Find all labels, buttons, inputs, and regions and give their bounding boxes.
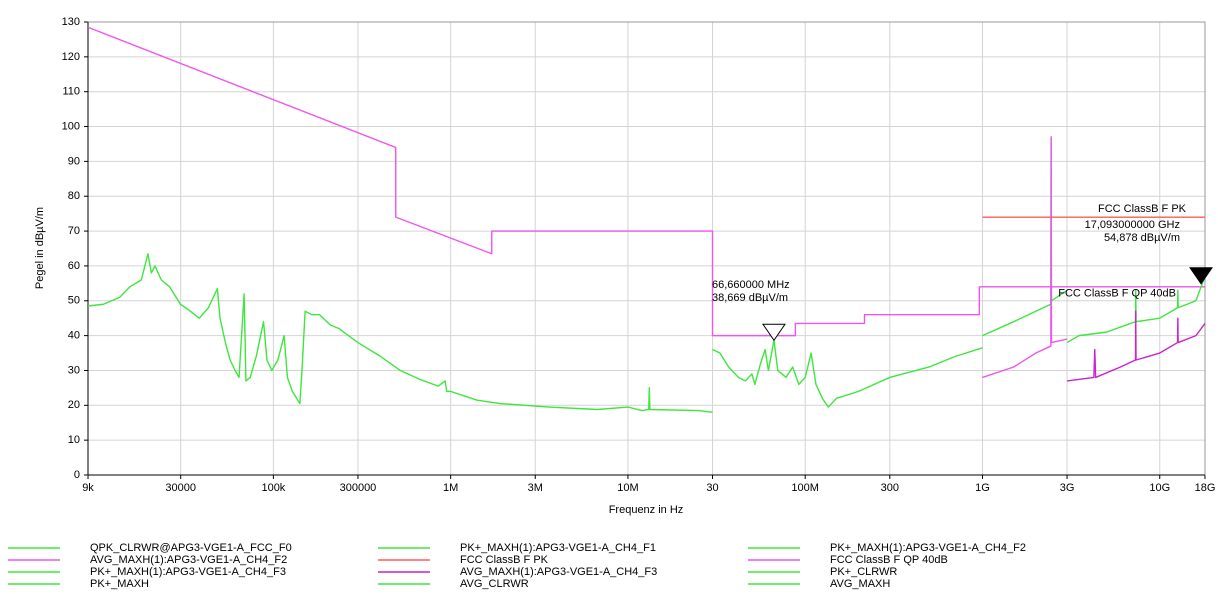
limit-label: FCC ClassB F QP 40dB (1058, 288, 1176, 300)
y-tick-label: 30 (68, 364, 80, 376)
x-tick-label: 30000 (165, 482, 196, 494)
legend-label: AVG_MAXH(1):APG3-VGE1-A_CH4_F3 (460, 566, 657, 578)
y-tick-label: 80 (68, 190, 80, 202)
series-line (712, 339, 983, 408)
y-tick-label: 60 (68, 260, 80, 272)
limit-label: FCC ClassB F PK (1098, 203, 1187, 215)
x-tick-label: 18G (1195, 482, 1216, 494)
legend-label: QPK_CLRWR@APG3-VGE1-A_FCC_F0 (90, 542, 292, 554)
marker-frequency: 17,093000000 GHz (1085, 219, 1180, 231)
legend-label: PK+_MAXH(1):APG3-VGE1-A_CH4_F2 (830, 542, 1026, 554)
x-tick-label: 300 (881, 482, 899, 494)
x-tick-label: 9k (82, 482, 94, 494)
series-line (982, 136, 1068, 337)
legend-label: AVG_MAXH (830, 578, 890, 590)
marker-frequency: 66,660000 MHz (712, 279, 790, 291)
y-tick-label: 100 (62, 120, 80, 132)
series-line (87, 26, 1205, 337)
x-tick-label: 1G (975, 482, 990, 494)
legend-label: FCC ClassB F PK (460, 554, 549, 566)
y-tick-label: 120 (62, 51, 80, 63)
x-tick-label: 300000 (340, 482, 377, 494)
series-line (1066, 276, 1206, 344)
series-line (1066, 310, 1206, 382)
y-tick-label: 0 (74, 469, 80, 481)
y-tick-label: 70 (68, 225, 80, 237)
y-tick-label: 10 (68, 434, 80, 446)
y-tick-label: 40 (68, 330, 80, 342)
legend-label: PK+_MAXH(1):APG3-VGE1-A_CH4_F3 (90, 566, 286, 578)
x-tick-label: 10M (617, 482, 638, 494)
y-tick-label: 130 (62, 16, 80, 28)
marker (1189, 267, 1213, 285)
x-tick-label: 3G (1060, 482, 1075, 494)
marker-level: 54,878 dBµV/m (1104, 232, 1180, 244)
x-tick-label: 100M (791, 482, 819, 494)
marker-level: 38,669 dBµV/m (712, 292, 788, 304)
y-axis-title: Pegel in dBµV/m (34, 207, 46, 289)
legend-label: AVG_CLRWR (460, 578, 529, 590)
x-tick-label: 100k (261, 482, 285, 494)
legend-label: PK+_MAXH (90, 578, 149, 590)
x-tick-label: 3M (528, 482, 543, 494)
y-tick-label: 20 (68, 399, 80, 411)
x-axis-title: Frequenz in Hz (609, 504, 684, 516)
y-tick-label: 110 (62, 86, 80, 98)
y-tick-label: 50 (68, 295, 80, 307)
series-line (982, 136, 1068, 379)
legend-label: AVG_MAXH(1):APG3-VGE1-A_CH4_F2 (90, 554, 287, 566)
x-tick-label: 10G (1149, 482, 1170, 494)
legend-label: FCC ClassB F QP 40dB (830, 554, 948, 566)
x-tick-label: 30 (706, 482, 718, 494)
marker (762, 323, 786, 342)
plot-frame (87, 21, 1206, 476)
legend-label: PK+_MAXH(1):APG3-VGE1-A_CH4_F1 (460, 542, 656, 554)
x-tick-label: 1M (443, 482, 458, 494)
y-tick-label: 90 (68, 155, 80, 167)
series-line (87, 253, 713, 413)
legend-label: PK+_CLRWR (830, 566, 897, 578)
